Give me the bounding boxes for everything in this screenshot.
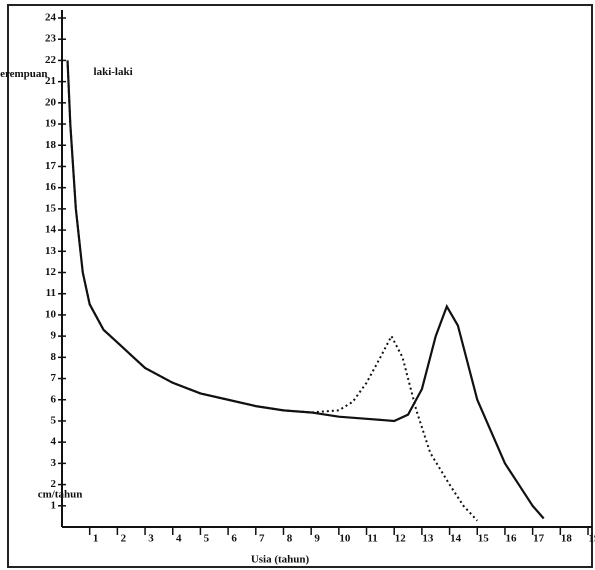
frame — [7, 4, 593, 568]
y-tick-label: 24 — [45, 12, 57, 24]
y-tick-label: 15 — [45, 202, 57, 214]
x-tick-label: 4 — [176, 533, 182, 545]
y-tick-label: 8 — [51, 351, 57, 363]
x-tick-label: 8 — [287, 533, 293, 545]
y-tick-label: 3 — [51, 457, 57, 469]
y-tick-label: 2 — [51, 478, 57, 490]
y-axis-title: cm/tahun — [38, 489, 83, 501]
y-tick-label: 17 — [45, 160, 57, 172]
x-tick-label: 7 — [259, 533, 265, 545]
y-tick-label: 18 — [45, 139, 57, 151]
x-tick-label: 13 — [422, 533, 434, 545]
y-tick-label: 14 — [45, 224, 57, 236]
y-tick-label: 21 — [45, 75, 56, 87]
y-tick-label: 12 — [45, 266, 57, 278]
x-tick-label: 5 — [204, 533, 210, 545]
y-tick-label: 1 — [51, 499, 57, 511]
x-tick-label: 16 — [505, 533, 517, 545]
x-tick-label: 10 — [339, 533, 351, 545]
x-tick-label: 14 — [450, 533, 462, 545]
y-tick-label: 4 — [51, 436, 57, 448]
series-label: laki-laki — [94, 66, 133, 78]
series-line — [66, 60, 545, 520]
x-axis-title: Usia (tahun) — [251, 554, 310, 566]
x-tick-label: 3 — [148, 533, 154, 545]
series-line — [66, 60, 478, 522]
y-tick-label: 5 — [51, 414, 57, 426]
y-tick-label: 6 — [51, 393, 57, 405]
y-tick-label: 22 — [45, 54, 57, 66]
x-tick-label: 19 — [589, 533, 595, 545]
x-tick-label: 9 — [314, 533, 320, 545]
series-label: perempuan — [0, 68, 48, 80]
x-tick-label: 1 — [93, 533, 99, 545]
y-tick-label: 10 — [45, 308, 57, 320]
y-tick-label: 13 — [45, 245, 57, 257]
x-tick-label: 12 — [395, 533, 407, 545]
y-tick-label: 9 — [51, 330, 57, 342]
x-tick-label: 11 — [367, 533, 377, 545]
y-tick-label: 23 — [45, 33, 57, 45]
x-tick-label: 15 — [478, 533, 490, 545]
y-tick-label: 11 — [46, 287, 56, 299]
x-tick-label: 2 — [121, 533, 127, 545]
x-tick-label: 17 — [533, 533, 545, 545]
y-tick-label: 7 — [51, 372, 57, 384]
y-tick-label: 16 — [45, 181, 57, 193]
x-tick-label: 18 — [561, 533, 573, 545]
x-tick-label: 6 — [231, 533, 237, 545]
y-tick-label: 19 — [45, 118, 57, 130]
y-tick-label: 20 — [45, 96, 57, 108]
